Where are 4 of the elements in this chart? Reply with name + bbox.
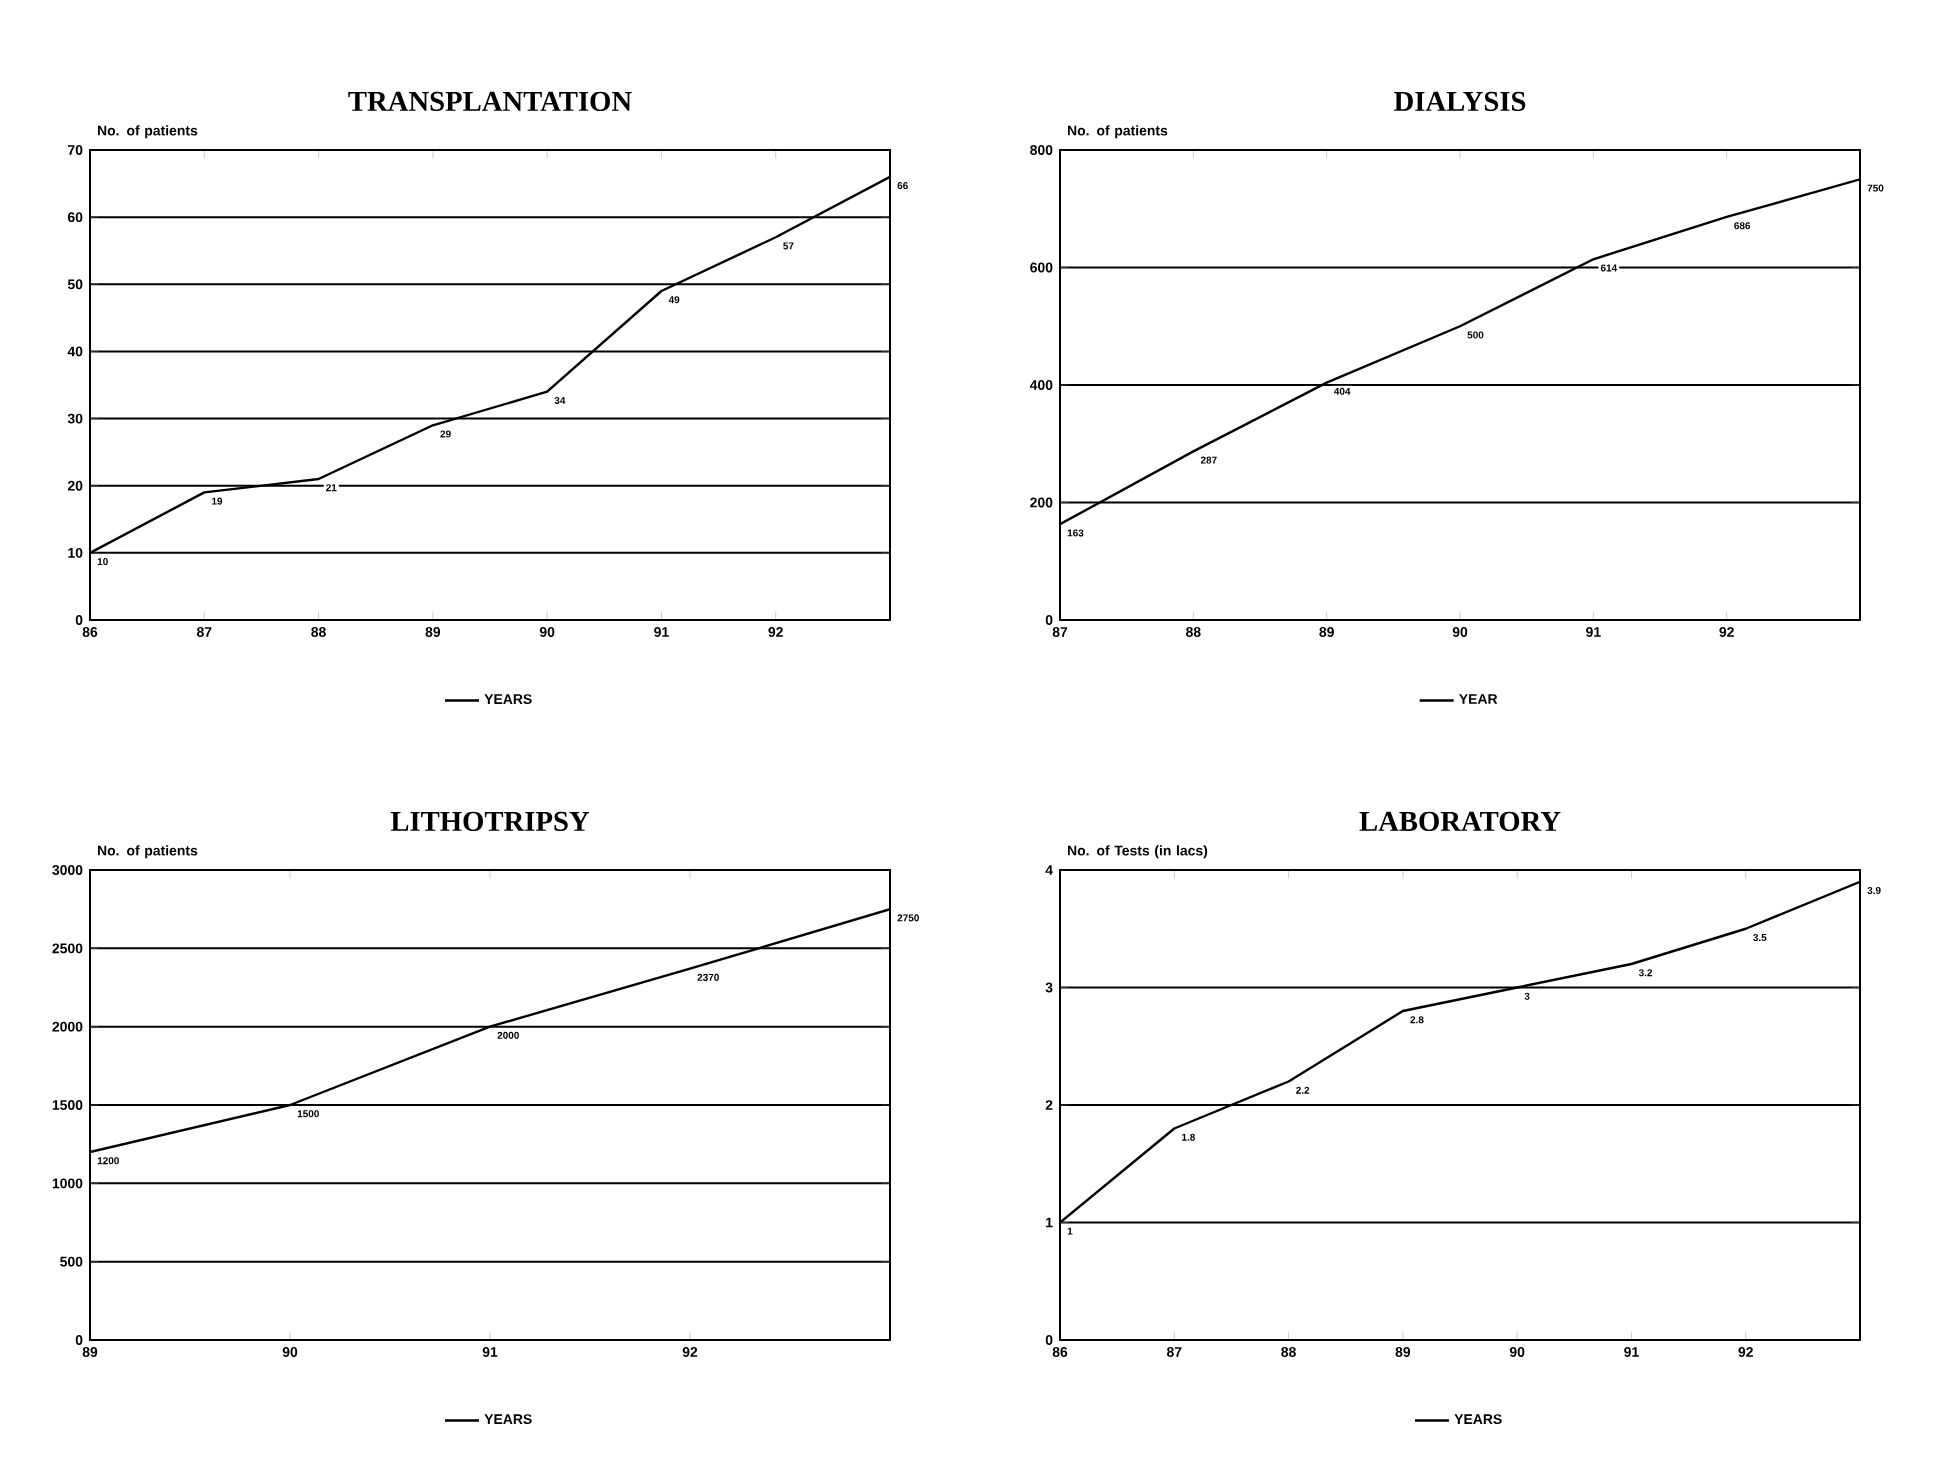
chart-title: LITHOTRIPSY (390, 811, 590, 832)
chart-title: TRANSPLANTATION (348, 91, 632, 112)
chart-title: LABORATORY (1359, 811, 1561, 832)
chart-title: DIALYSIS (1394, 91, 1526, 112)
